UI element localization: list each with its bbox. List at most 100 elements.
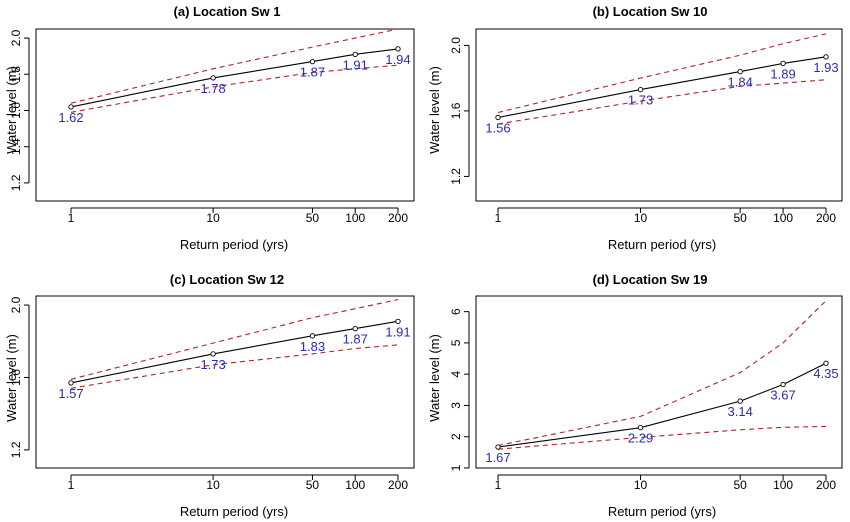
x-tick-label: 10 [206,478,220,492]
x-tick-label: 1 [495,478,502,492]
lower-bound-line [70,64,399,113]
x-tick-label: 10 [634,478,648,492]
plot-frame [475,295,843,469]
y-tick-label: 5 [449,339,463,346]
data-label: 1.56 [485,120,510,135]
y-axis-label: Water level (m) [4,66,19,154]
chart-title: (a) Location Sw 1 [174,4,281,19]
y-tick-label: 1.6 [9,102,23,119]
data-point [637,425,644,431]
x-tick-label: 200 [816,211,836,225]
data-label: 1.73 [628,93,653,108]
data-label: 1.91 [343,57,368,72]
data-label: 1.89 [770,66,795,81]
x-tick-label: 50 [733,211,747,225]
data-point [352,325,358,332]
data-point [780,60,786,67]
x-axis-label: Return period (yrs) [608,237,716,252]
x-tick-label: 10 [634,211,648,225]
panel-d: (d) Location Sw 19 Return period (yrs) W… [427,272,843,519]
y-axis-label: Water level (m) [427,66,442,154]
data-label: 1.87 [300,65,325,80]
data-point [210,75,216,81]
plot-frame [35,295,415,469]
x-tick-label: 100 [773,211,793,225]
lower-bound-line [70,344,399,389]
y-tick-label: 4 [449,371,463,378]
data-label: 3.14 [728,404,753,419]
y-tick-label: 2 [449,433,463,440]
y-tick-label: 1.2 [9,174,23,191]
y-tick-label: 1.6 [449,102,463,119]
data-label: 1.84 [728,75,753,90]
x-tick-label: 200 [388,478,408,492]
data-label: 1.91 [385,324,410,339]
data-point [823,360,829,366]
data-label: 2.29 [628,431,653,446]
data-point [68,380,74,386]
panel-c: (c) Location Sw 12 Return period (yrs) W… [4,272,415,519]
y-axis-label: Water level (m) [4,334,19,422]
x-axis-label: Return period (yrs) [180,237,288,252]
x-tick-label: 100 [345,478,365,492]
y-tick-label: 1.8 [9,66,23,83]
y-tick-label: 6 [449,308,463,315]
chart-title: (d) Location Sw 19 [593,272,708,287]
data-point [395,318,401,324]
y-tick-label: 1 [449,464,463,471]
x-tick-label: 50 [306,211,320,225]
data-label: 1.57 [58,386,83,401]
chart-title: (b) Location Sw 10 [593,4,708,19]
data-label: 4.35 [813,366,838,381]
x-axis-label: Return period (yrs) [180,504,288,519]
data-point [352,51,358,57]
upper-bound-line [497,300,827,447]
data-label: 1.93 [813,60,838,75]
data-point [737,398,743,404]
panel-a: (a) Location Sw 1 Return period (yrs) Wa… [4,4,415,252]
data-label: 1.78 [200,81,225,96]
x-tick-label: 1 [68,478,75,492]
data-label: 1.62 [58,110,83,125]
lower-bound-line [497,79,827,125]
data-point [637,86,644,93]
x-tick-label: 10 [206,211,220,225]
upper-bound-line [497,33,827,114]
plot-marks: 1 10 50 100 200 1.2 1.6 2.0 1.57 1.73 1.83 1.87 1.91 [9,296,411,492]
data-point [210,351,216,357]
data-point [309,58,316,65]
plot-marks: 1 10 50 100 200 1.2 1.4 1.6 1.8 2.0 1.62 1.78 1.87 1.… [9,28,411,225]
x-tick-label: 50 [306,478,320,492]
data-point [495,444,501,450]
data-point [737,68,743,75]
data-label: 1.87 [343,332,368,347]
x-tick-label: 100 [773,478,793,492]
data-label: 1.94 [385,52,410,67]
data-label: 1.67 [485,450,510,465]
data-point [823,54,829,60]
data-point [309,333,316,339]
upper-bound-line [70,299,399,380]
data-label: 1.83 [300,339,325,354]
y-tick-label: 1.2 [449,168,463,185]
data-label: 1.73 [200,357,225,372]
x-tick-label: 50 [733,478,747,492]
x-axis-label: Return period (yrs) [608,504,716,519]
y-tick-label: 2.0 [9,296,23,313]
x-tick-label: 1 [495,211,502,225]
plot-frame [475,28,843,202]
plot-marks: 1 10 50 100 200 1.2 1.6 2.0 1.56 1.73 1.84 1.89 1.93 [449,33,839,225]
x-tick-label: 100 [345,211,365,225]
x-tick-label: 200 [816,478,836,492]
data-point [395,46,401,52]
data-label: 3.67 [770,388,795,403]
estimate-line [70,320,399,384]
estimate-line [497,362,827,448]
y-tick-label: 2.0 [9,29,23,46]
y-tick-label: 3 [449,402,463,409]
lower-bound-line [497,425,827,450]
y-tick-label: 1.6 [9,369,23,386]
chart-title: (c) Location Sw 12 [170,272,284,287]
y-tick-label: 1.4 [9,138,23,155]
